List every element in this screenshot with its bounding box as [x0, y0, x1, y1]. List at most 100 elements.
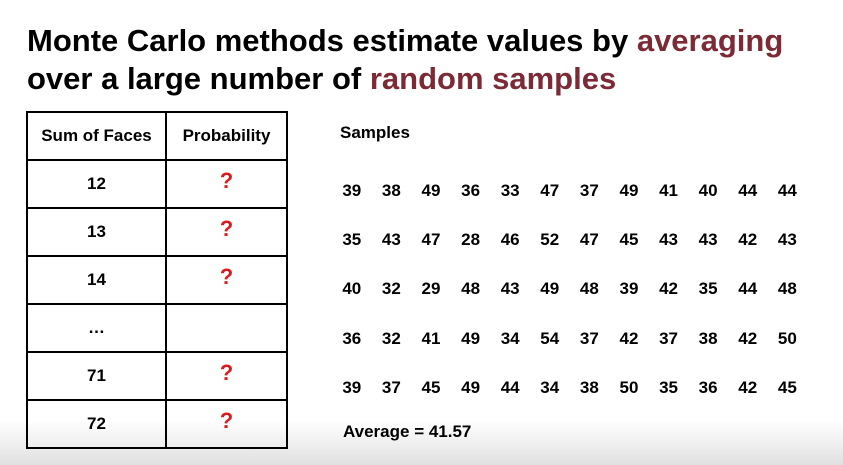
samples-grid: 39 38 49 36 33 47 37 49 41 40 44 44 35 43 47 28 46 52 47 45… — [332, 166, 807, 412]
title-line-2-text: over a large number of — [27, 61, 370, 96]
sample-value: 48 — [579, 279, 599, 299]
sample-value: 36 — [342, 328, 362, 348]
table-row: … — [26, 303, 288, 353]
sum-cell: 14 — [26, 255, 167, 305]
sample-value: 44 — [738, 279, 758, 299]
sample-value: 50 — [619, 377, 639, 397]
question-mark: ? — [219, 408, 234, 433]
question-mark: ? — [219, 264, 234, 289]
probability-cell: ? — [165, 399, 288, 449]
samples-label: Samples — [340, 123, 410, 142]
sample-value: 35 — [659, 377, 678, 397]
header-probability: Probability — [165, 111, 288, 161]
sample-value: 45 — [619, 229, 639, 249]
sample-value: 49 — [461, 328, 481, 348]
sample-row: 39 37 45 49 44 34 38 50 35 36 42 45 — [332, 363, 807, 412]
sample-value: 44 — [500, 377, 520, 397]
sample-value: 38 — [381, 180, 401, 200]
probability-cell: ? — [165, 159, 288, 209]
sample-value: 49 — [619, 180, 639, 200]
sample-value: 33 — [500, 180, 520, 200]
sample-value: 39 — [342, 180, 362, 200]
sample-value: 41 — [659, 180, 678, 200]
sample-value: 38 — [579, 377, 599, 397]
sample-value: 43 — [698, 229, 718, 249]
sample-value: 36 — [698, 377, 718, 397]
sum-cell: 12 — [26, 159, 167, 209]
sample-value: 39 — [619, 279, 639, 299]
slide-title: Monte Carlo methods estimate values by a… — [27, 22, 827, 98]
sample-value: 39 — [342, 377, 362, 397]
sample-value: 43 — [500, 279, 520, 299]
sample-value: 48 — [461, 279, 481, 299]
table-row: 13 ? — [26, 207, 288, 257]
title-line-1: Monte Carlo methods estimate values by a… — [27, 22, 827, 60]
question-mark: ? — [219, 168, 234, 193]
sample-value: 45 — [777, 377, 797, 397]
sample-value: 32 — [381, 279, 401, 299]
title-highlight-averaging: averaging — [636, 23, 784, 58]
sample-value: 49 — [461, 377, 481, 397]
question-mark: ? — [219, 360, 234, 385]
table-row: 71 ? — [26, 351, 288, 401]
table-header-row: Sum of Faces Probability — [26, 111, 288, 161]
title-line-1-text: Monte Carlo methods estimate values by — [27, 23, 637, 58]
sample-value: 47 — [579, 229, 599, 249]
question-mark: ? — [219, 216, 234, 241]
probability-cell: ? — [165, 351, 288, 401]
sample-value: 49 — [421, 180, 441, 200]
sample-value: 37 — [659, 328, 678, 348]
sample-value: 38 — [698, 328, 718, 348]
probability-cell — [165, 303, 288, 353]
sample-value: 40 — [698, 180, 718, 200]
title-highlight-random-samples: random samples — [369, 61, 617, 96]
sample-value: 44 — [738, 180, 758, 200]
sum-cell: 13 — [26, 207, 167, 257]
table-row: 12 ? — [26, 159, 288, 209]
sample-value: 43 — [381, 229, 401, 249]
sample-value: 34 — [540, 377, 560, 397]
sample-value: 36 — [461, 180, 481, 200]
sample-value: 35 — [342, 229, 362, 249]
sample-value: 42 — [619, 328, 639, 348]
sample-value: 49 — [540, 279, 560, 299]
sample-value: 32 — [381, 328, 401, 348]
sample-value: 47 — [421, 229, 441, 249]
sample-value: 29 — [421, 279, 441, 299]
sample-row: 40 32 29 48 43 49 48 39 42 35 44 48 — [332, 265, 807, 314]
sample-value: 43 — [659, 229, 678, 249]
sample-value: 45 — [421, 377, 441, 397]
sample-value: 35 — [698, 279, 718, 299]
sample-value: 47 — [540, 180, 560, 200]
sample-value: 41 — [421, 328, 441, 348]
sample-value: 42 — [659, 279, 678, 299]
table-row: 72 ? — [26, 399, 288, 449]
sample-value: 48 — [777, 279, 797, 299]
sample-value: 37 — [381, 377, 401, 397]
sum-cell: 72 — [26, 399, 167, 449]
sample-row: 35 43 47 28 46 52 47 45 43 43 42 43 — [332, 215, 807, 264]
sample-value: 28 — [461, 229, 481, 249]
sample-value: 44 — [777, 180, 797, 200]
table-row: 14 ? — [26, 255, 288, 305]
sample-value: 54 — [540, 328, 560, 348]
sample-row: 39 38 49 36 33 47 37 49 41 40 44 44 — [332, 166, 807, 215]
probability-cell: ? — [165, 207, 288, 257]
sum-cell-ellipsis: … — [26, 303, 167, 353]
header-sum-of-faces: Sum of Faces — [26, 111, 167, 161]
probability-cell: ? — [165, 255, 288, 305]
average-value: Average = 41.57 — [343, 422, 472, 441]
sample-value: 42 — [738, 377, 758, 397]
title-line-2: over a large number of random samples — [27, 60, 827, 98]
probability-table: Sum of Faces Probability 12 ? 13 ? 14 ? … — [26, 111, 288, 449]
sum-cell: 71 — [26, 351, 167, 401]
sample-value: 40 — [342, 279, 362, 299]
sample-value: 46 — [500, 229, 520, 249]
sample-value: 52 — [540, 229, 560, 249]
sample-value: 50 — [777, 328, 797, 348]
sample-value: 34 — [500, 328, 520, 348]
sample-row: 36 32 41 49 34 54 37 42 37 38 42 50 — [332, 314, 807, 363]
sample-value: 42 — [738, 328, 758, 348]
sample-value: 37 — [579, 328, 599, 348]
sample-value: 37 — [579, 180, 599, 200]
